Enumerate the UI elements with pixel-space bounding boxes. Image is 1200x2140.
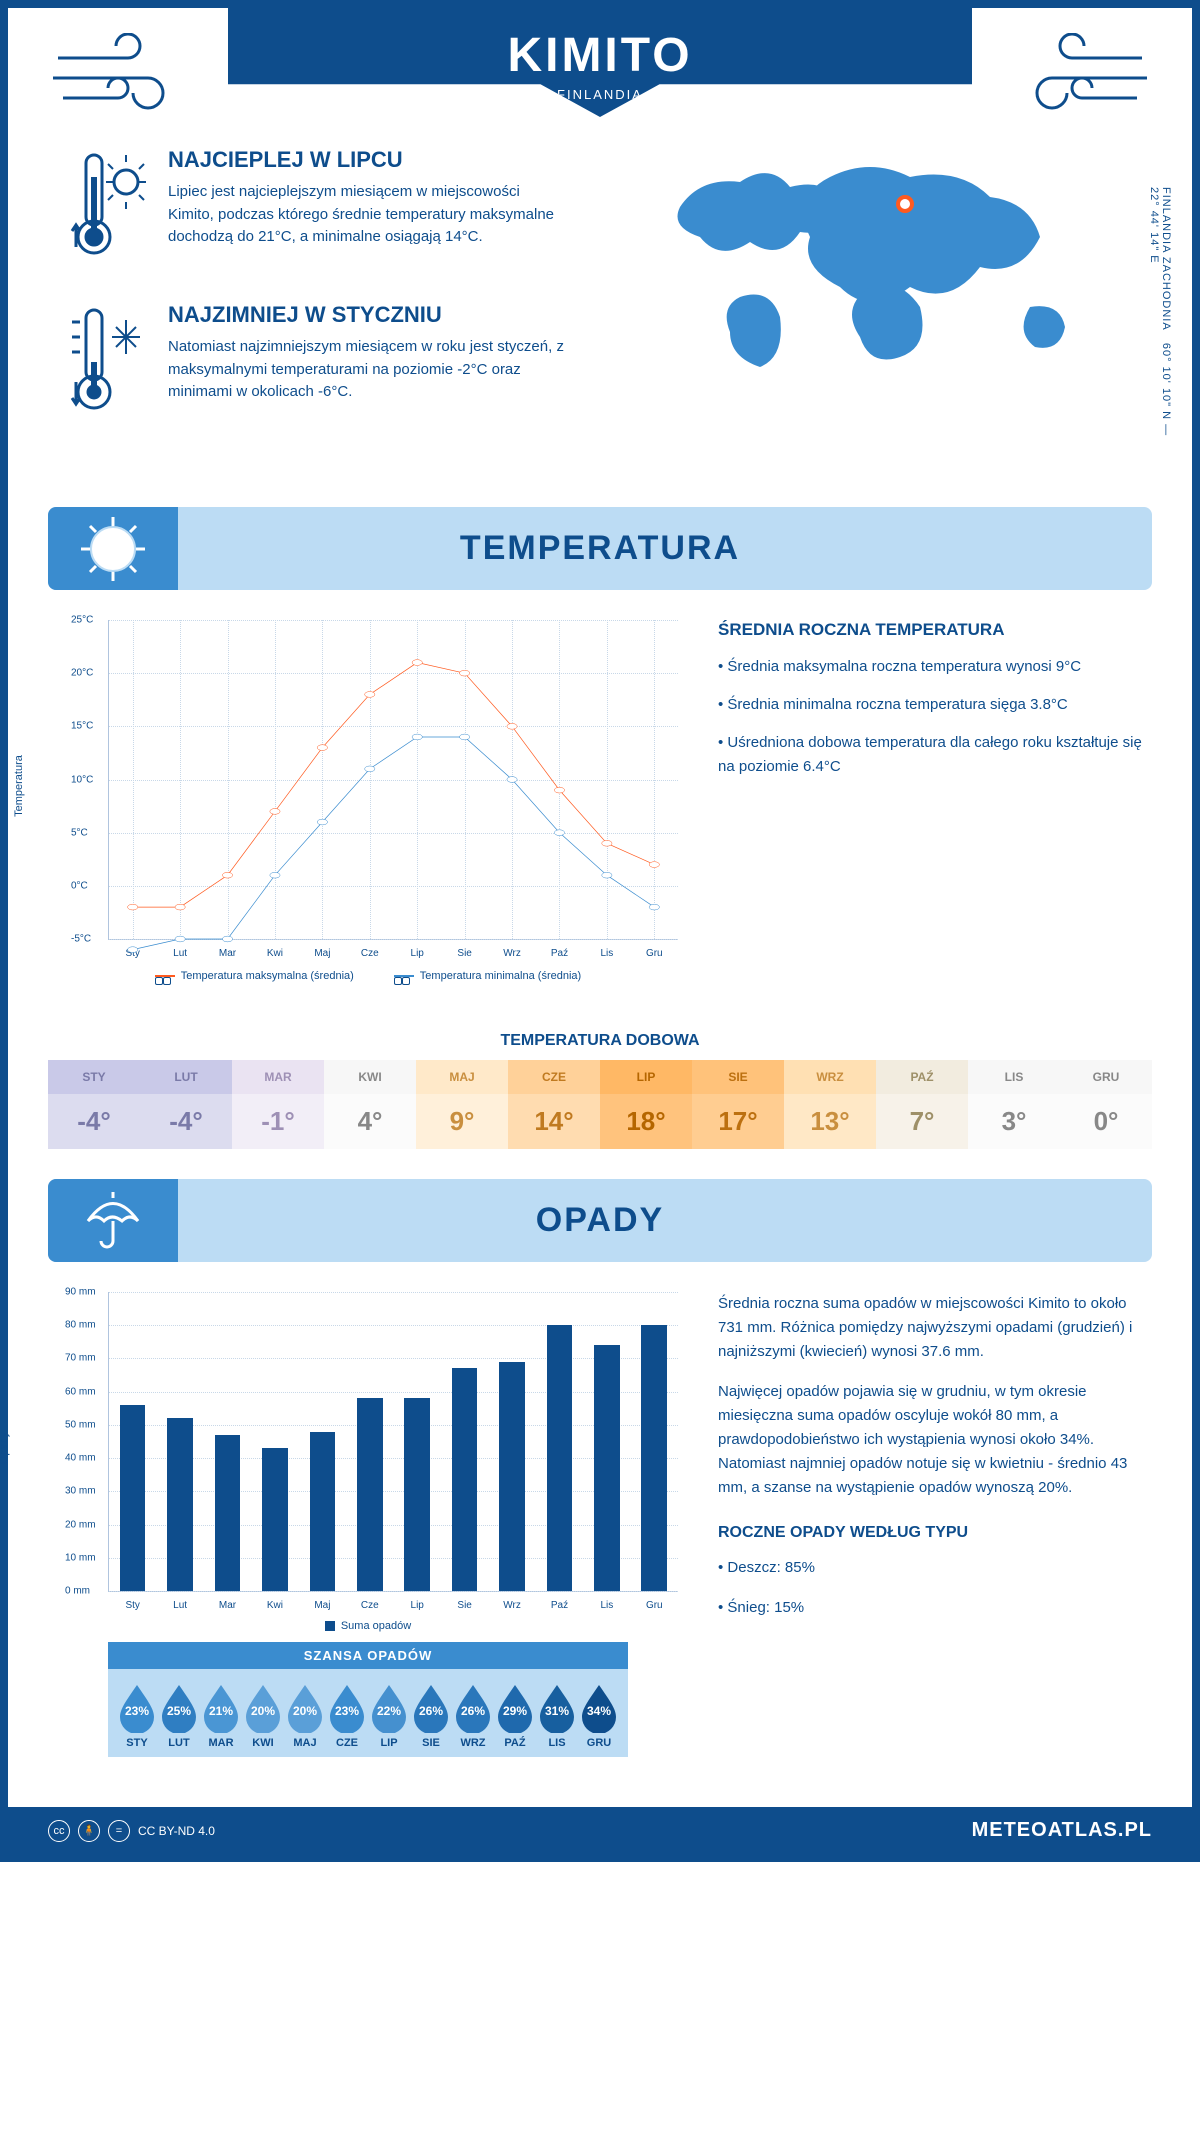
rain-chance-drop: 21%MAR	[200, 1681, 242, 1749]
daily-temp-cell: SIE17°	[692, 1060, 784, 1149]
city-title: KIMITO	[228, 28, 972, 83]
country-subtitle: FINLANDIA	[228, 87, 972, 102]
precipitation-section-header: OPADY	[48, 1179, 1152, 1262]
footer: cc 🧍 = CC BY-ND 4.0 METEOATLAS.PL	[8, 1807, 1192, 1854]
precip-chart-legend: Suma opadów	[58, 1620, 678, 1632]
coords-label: FINLANDIA ZACHODNIA 60° 10' 10" N — 22° …	[1148, 187, 1172, 457]
daily-temp-cell: LUT-4°	[140, 1060, 232, 1149]
rain-chance-drop: 20%MAJ	[284, 1681, 326, 1749]
daily-temp-title: TEMPERATURA DOBOWA	[8, 1032, 1192, 1050]
temperature-title: TEMPERATURA	[48, 529, 1152, 568]
warmest-block: NAJCIEPLEJ W LIPCU Lipiec jest najcieple…	[68, 147, 568, 272]
coldest-block: NAJZIMNIEJ W STYCZNIU Natomiast najzimni…	[68, 302, 568, 427]
warmest-title: NAJCIEPLEJ W LIPCU	[168, 147, 568, 173]
rain-chance-title: SZANSA OPADÓW	[108, 1642, 628, 1669]
by-icon: 🧍	[78, 1820, 100, 1842]
umbrella-icon	[48, 1179, 178, 1262]
precipitation-summary-text: Średnia roczna suma opadów w miejscowośc…	[718, 1292, 1142, 1787]
daily-temp-cell: CZE14°	[508, 1060, 600, 1149]
world-map	[608, 147, 1152, 387]
daily-temp-cell: LIS3°	[968, 1060, 1060, 1149]
thermometer-hot-icon	[68, 147, 148, 272]
daily-temp-cell: PAŹ7°	[876, 1060, 968, 1149]
temperature-section-header: TEMPERATURA	[48, 507, 1152, 590]
rain-chance-drop: 34%GRU	[578, 1681, 620, 1749]
daily-temp-cell: MAJ9°	[416, 1060, 508, 1149]
rain-chance-drop: 29%PAŹ	[494, 1681, 536, 1749]
header-region: KIMITO FINLANDIA	[8, 8, 1192, 117]
coldest-title: NAJZIMNIEJ W STYCZNIU	[168, 302, 568, 328]
cc-icon: cc	[48, 1820, 70, 1842]
wind-icon	[48, 33, 188, 128]
rain-chance-drop: 25%LUT	[158, 1681, 200, 1749]
site-logo: METEOATLAS.PL	[972, 1819, 1152, 1842]
title-banner: KIMITO FINLANDIA	[228, 8, 972, 117]
daily-temp-cell: KWI4°	[324, 1060, 416, 1149]
intro-section: NAJCIEPLEJ W LIPCU Lipiec jest najcieple…	[8, 117, 1192, 487]
nd-icon: =	[108, 1820, 130, 1842]
temp-y-axis-label: Temperatura	[13, 755, 25, 817]
daily-temp-cell: STY-4°	[48, 1060, 140, 1149]
daily-temp-table: STY-4°LUT-4°MAR-1°KWI4°MAJ9°CZE14°LIP18°…	[48, 1060, 1152, 1149]
daily-temp-cell: LIP18°	[600, 1060, 692, 1149]
precipitation-title: OPADY	[48, 1201, 1152, 1240]
rain-chance-drop: 22%LIP	[368, 1681, 410, 1749]
warmest-text: Lipiec jest najcieplejszym miesiącem w m…	[168, 181, 568, 249]
rain-chance-panel: SZANSA OPADÓW 23%STY25%LUT21%MAR20%KWI20…	[108, 1642, 628, 1757]
precipitation-bar-chart: Opady 0 mm10 mm20 mm30 mm40 mm50 mm60 mm…	[58, 1292, 678, 1787]
daily-temp-cell: WRZ13°	[784, 1060, 876, 1149]
sun-icon	[48, 507, 178, 590]
rain-chance-drop: 31%LIS	[536, 1681, 578, 1749]
thermometer-cold-icon	[68, 302, 148, 427]
precip-y-axis-label: Opady	[0, 1432, 10, 1464]
rain-chance-drop: 26%SIE	[410, 1681, 452, 1749]
daily-temp-cell: GRU0°	[1060, 1060, 1152, 1149]
license-badge: cc 🧍 = CC BY-ND 4.0	[48, 1820, 215, 1842]
daily-temp-cell: MAR-1°	[232, 1060, 324, 1149]
wind-icon	[1012, 33, 1152, 128]
rain-chance-drop: 26%WRZ	[452, 1681, 494, 1749]
rain-chance-drop: 23%CZE	[326, 1681, 368, 1749]
temp-chart-legend: Temperatura maksymalna (średnia) Tempera…	[58, 970, 678, 982]
coldest-text: Natomiast najzimniejszym miesiącem w rok…	[168, 336, 568, 404]
rain-chance-drop: 23%STY	[116, 1681, 158, 1749]
temperature-summary-text: ŚREDNIA ROCZNA TEMPERATURA • Średnia mak…	[718, 620, 1142, 982]
temperature-line-chart: Temperatura -5°C0°C5°C10°C15°C20°C25°CSt…	[58, 620, 678, 982]
rain-chance-drop: 20%KWI	[242, 1681, 284, 1749]
